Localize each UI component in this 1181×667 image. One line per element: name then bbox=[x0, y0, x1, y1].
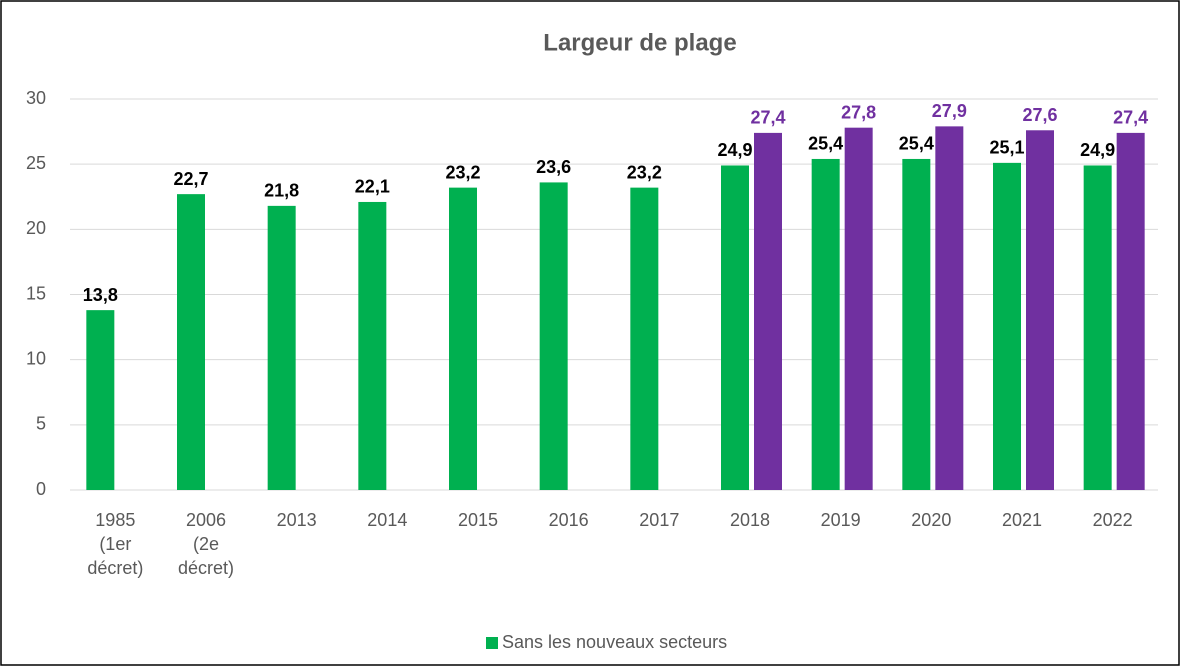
bar bbox=[177, 194, 205, 491]
chart-title: Largeur de plage bbox=[543, 29, 736, 56]
bar bbox=[1026, 130, 1054, 490]
bar bbox=[539, 182, 568, 490]
data-label: 25,1 bbox=[989, 138, 1024, 158]
bar bbox=[86, 310, 115, 490]
x-tick-label: 2018 bbox=[729, 510, 771, 530]
data-label: 24,9 bbox=[717, 140, 752, 160]
x-tick-label: 2022 bbox=[1092, 510, 1133, 530]
x-tick-label: 2017 bbox=[639, 510, 680, 530]
x-tick-label: 2015 bbox=[457, 510, 499, 530]
x-tick-label: 2019 bbox=[820, 510, 861, 530]
bar bbox=[902, 158, 931, 490]
bar bbox=[935, 126, 964, 491]
data-label: 25,4 bbox=[808, 134, 843, 154]
data-label: 27,4 bbox=[1113, 108, 1148, 128]
x-tick-label: 2014 bbox=[367, 510, 408, 530]
data-label: 22,1 bbox=[355, 177, 390, 197]
bar bbox=[358, 201, 387, 491]
data-label: 22,7 bbox=[173, 169, 208, 189]
x-tick-label: 2020 bbox=[911, 510, 952, 530]
data-label: 23,2 bbox=[445, 162, 480, 182]
x-tick-label: 2006 (2e décret) bbox=[177, 510, 235, 578]
legend-label: Sans les nouveaux secteurs bbox=[502, 632, 727, 652]
y-tick-label: 15 bbox=[26, 283, 46, 303]
y-tick-label: 0 bbox=[36, 479, 46, 499]
data-label: 21,8 bbox=[264, 181, 299, 201]
bar bbox=[721, 165, 749, 490]
bar bbox=[449, 187, 477, 491]
y-tick-label: 30 bbox=[26, 88, 46, 108]
bar bbox=[993, 162, 1021, 490]
x-tick-label: 2016 bbox=[548, 510, 589, 530]
bar bbox=[754, 132, 782, 491]
bar bbox=[844, 127, 873, 490]
data-label: 23,2 bbox=[627, 162, 662, 182]
legend-swatch bbox=[486, 637, 498, 649]
data-label: 24,9 bbox=[1080, 140, 1115, 160]
bar bbox=[630, 187, 659, 491]
y-tick-label: 5 bbox=[36, 414, 46, 434]
bar bbox=[267, 205, 296, 490]
bar bbox=[811, 158, 840, 490]
data-label: 13,8 bbox=[83, 285, 118, 305]
x-tick-label: 1985 (1er décret) bbox=[87, 510, 144, 578]
bar bbox=[1083, 165, 1112, 490]
bar bbox=[1116, 132, 1145, 491]
data-label: 27,9 bbox=[932, 101, 967, 121]
y-tick-label: 20 bbox=[26, 218, 46, 238]
x-tick-label: 2013 bbox=[276, 510, 317, 530]
y-tick-label: 25 bbox=[26, 153, 46, 173]
data-label: 25,4 bbox=[899, 134, 934, 154]
y-tick-label: 10 bbox=[26, 348, 46, 368]
data-label: 27,6 bbox=[1022, 105, 1057, 125]
x-tick-label: 2021 bbox=[1001, 510, 1043, 530]
data-label: 27,8 bbox=[841, 102, 876, 122]
data-label: 27,4 bbox=[750, 108, 785, 128]
data-label: 23,6 bbox=[536, 157, 571, 177]
